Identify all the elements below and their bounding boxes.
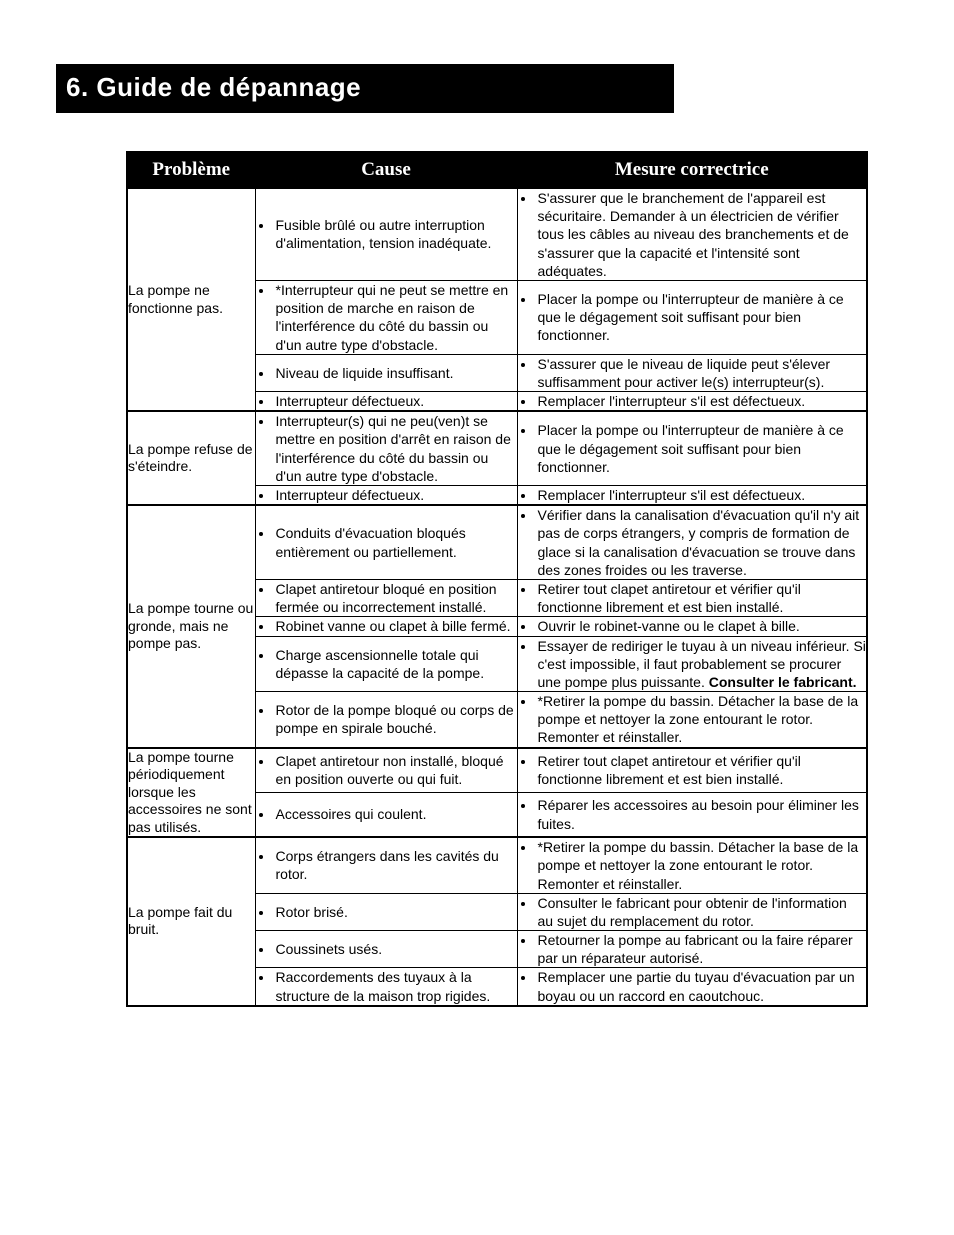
cause-cell: Charge ascensionnelle totale qui dépasse… (255, 636, 517, 692)
cause-cell: Rotor de la pompe bloqué ou corps de pom… (255, 692, 517, 748)
problem-cell: La pompe tourne périodiquement lorsque l… (127, 748, 255, 838)
fix-text: S'assurer que le niveau de liquide peut … (536, 355, 867, 391)
fix-bold-suffix: Consulter le fabricant. (705, 674, 857, 690)
cause-text: Interrupteur défectueux. (274, 486, 517, 504)
fix-cell: *Retirer la pompe du bassin. Détacher la… (517, 692, 867, 748)
fix-text: Retourner la pompe au fabricant ou la fa… (536, 931, 867, 967)
fix-cell: Consulter le fabricant pour obtenir de l… (517, 893, 867, 930)
cause-cell: Fusible brûlé ou autre interruption d'al… (255, 188, 517, 280)
troubleshoot-table: Problème Cause Mesure correctrice La pom… (126, 151, 868, 1007)
problem-cell: La pompe refuse de s'éteindre. (127, 411, 255, 505)
cause-text: Interrupteur(s) qui ne peu(ven)t se mett… (274, 412, 517, 485)
fix-cell: *Retirer la pompe du bassin. Détacher la… (517, 837, 867, 893)
cause-text: Fusible brûlé ou autre interruption d'al… (274, 216, 517, 252)
fix-text: Remplacer l'interrupteur s'il est défect… (536, 392, 867, 410)
fix-text: *Retirer la pompe du bassin. Détacher la… (536, 692, 867, 747)
fix-text: Placer la pompe ou l'interrupteur de man… (536, 290, 867, 345)
cause-text: *Interrupteur qui ne peut se mettre en p… (274, 281, 517, 354)
fix-cell: Retirer tout clapet antiretour et vérifi… (517, 579, 867, 616)
cause-cell: *Interrupteur qui ne peut se mettre en p… (255, 280, 517, 354)
cause-cell: Rotor brisé. (255, 893, 517, 930)
col-header-cause: Cause (255, 152, 517, 188)
cause-text: Coussinets usés. (274, 940, 517, 958)
cause-text: Clapet antiretour non installé, bloqué e… (274, 752, 517, 788)
cause-text: Niveau de liquide insuffisant. (274, 364, 517, 382)
cause-cell: Niveau de liquide insuffisant. (255, 354, 517, 391)
cause-cell: Robinet vanne ou clapet à bille fermé. (255, 617, 517, 636)
cause-text: Raccordements des tuyaux à la structure … (274, 968, 517, 1004)
cause-text: Rotor brisé. (274, 903, 517, 921)
cause-cell: Clapet antiretour bloqué en position fer… (255, 579, 517, 616)
cause-cell: Corps étrangers dans les cavités du roto… (255, 837, 517, 893)
problem-cell: La pompe fait du bruit. (127, 837, 255, 1006)
fix-cell: Placer la pompe ou l'interrupteur de man… (517, 411, 867, 485)
cause-text: Rotor de la pompe bloqué ou corps de pom… (274, 701, 517, 737)
fix-cell: Remplacer l'interrupteur s'il est défect… (517, 392, 867, 412)
fix-text: Vérifier dans la canalisation d'évacuati… (536, 506, 867, 579)
col-header-problem: Problème (127, 152, 255, 188)
cause-text: Robinet vanne ou clapet à bille fermé. (274, 617, 517, 635)
cause-cell: Accessoires qui coulent. (255, 792, 517, 837)
section-number: 6. (66, 72, 89, 102)
cause-cell: Interrupteur défectueux. (255, 486, 517, 506)
fix-cell: Retirer tout clapet antiretour et vérifi… (517, 748, 867, 793)
fix-text: *Retirer la pompe du bassin. Détacher la… (536, 838, 867, 893)
fix-cell: Ouvrir le robinet-vanne ou le clapet à b… (517, 617, 867, 636)
fix-text: Retirer tout clapet antiretour et vérifi… (536, 752, 867, 788)
cause-text: Conduits d'évacuation bloqués entièremen… (274, 524, 517, 560)
cause-text: Corps étrangers dans les cavités du roto… (274, 847, 517, 883)
fix-cell: S'assurer que le niveau de liquide peut … (517, 354, 867, 391)
cause-cell: Raccordements des tuyaux à la structure … (255, 968, 517, 1006)
table-header-row: Problème Cause Mesure correctrice (127, 152, 867, 188)
fix-text: Placer la pompe ou l'interrupteur de man… (536, 421, 867, 476)
cause-cell: Clapet antiretour non installé, bloqué e… (255, 748, 517, 793)
problem-cell: La pompe tourne ou gronde, mais ne pompe… (127, 505, 255, 747)
cause-cell: Interrupteur défectueux. (255, 392, 517, 412)
fix-cell: Réparer les accessoires au besoin pour é… (517, 792, 867, 837)
fix-text: Remplacer l'interrupteur s'il est défect… (536, 486, 867, 504)
cause-cell: Conduits d'évacuation bloqués entièremen… (255, 505, 517, 579)
fix-text: Ouvrir le robinet-vanne ou le clapet à b… (536, 617, 867, 635)
fix-cell: Essayer de rediriger le tuyau à un nivea… (517, 636, 867, 692)
table-row: La pompe fait du bruit.Corps étrangers d… (127, 837, 867, 893)
table-row: La pompe refuse de s'éteindre.Interrupte… (127, 411, 867, 485)
cause-text: Charge ascensionnelle totale qui dépasse… (274, 646, 517, 682)
problem-cell: La pompe ne fonctionne pas. (127, 188, 255, 411)
cause-text: Clapet antiretour bloqué en position fer… (274, 580, 517, 616)
cause-cell: Interrupteur(s) qui ne peu(ven)t se mett… (255, 411, 517, 485)
fix-cell: Vérifier dans la canalisation d'évacuati… (517, 505, 867, 579)
section-header: 6. Guide de dépannage (56, 64, 674, 113)
section-title: Guide de dépannage (96, 72, 361, 102)
cause-text: Accessoires qui coulent. (274, 805, 517, 823)
table-row: La pompe ne fonctionne pas.Fusible brûlé… (127, 188, 867, 280)
table-body: La pompe ne fonctionne pas. Fusible brûlé… (127, 188, 867, 1006)
cause-cell: Coussinets usés. (255, 931, 517, 968)
fix-cell: Placer la pompe ou l'interrupteur de man… (517, 280, 867, 354)
cause-text: Interrupteur défectueux. (274, 392, 517, 410)
fix-cell: Remplacer l'interrupteur s'il est défect… (517, 486, 867, 506)
fix-text: Consulter le fabricant pour obtenir de l… (536, 894, 867, 930)
fix-cell: S'assurer que le branchement de l'appare… (517, 188, 867, 280)
table-row: La pompe tourne ou gronde, mais ne pompe… (127, 505, 867, 579)
fix-text: S'assurer que le branchement de l'appare… (536, 189, 867, 280)
table-row: La pompe tourne périodiquement lorsque l… (127, 748, 867, 793)
fix-text: Remplacer une partie du tuyau d'évacuati… (536, 968, 867, 1004)
fix-text: Retirer tout clapet antiretour et vérifi… (536, 580, 867, 616)
col-header-fix: Mesure correctrice (517, 152, 867, 188)
page: 6. Guide de dépannage Problème Cause Mes… (0, 0, 954, 1235)
fix-cell: Remplacer une partie du tuyau d'évacuati… (517, 968, 867, 1006)
fix-text: Essayer de rediriger le tuyau à un nivea… (536, 637, 867, 692)
fix-cell: Retourner la pompe au fabricant ou la fa… (517, 931, 867, 968)
fix-text: Réparer les accessoires au besoin pour é… (536, 796, 867, 832)
